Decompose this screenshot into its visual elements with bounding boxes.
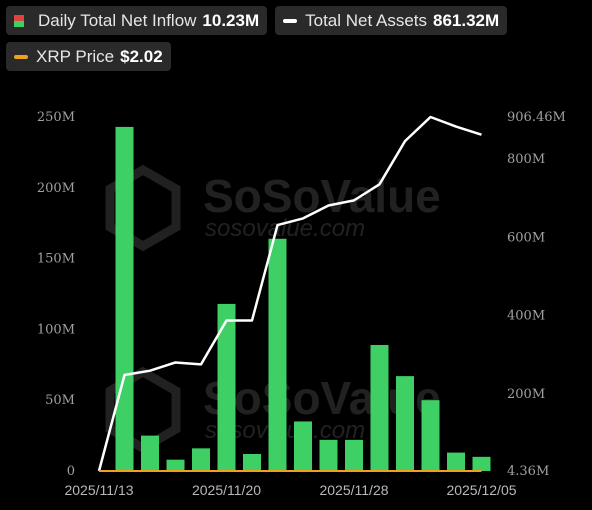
right-tick-label: 4.36M (507, 464, 549, 479)
bar (166, 459, 185, 471)
bar (192, 448, 210, 471)
right-tick-label: 200M (507, 387, 545, 402)
bar (141, 435, 159, 471)
line-series (97, 115, 482, 472)
left-axis: 0 50M 100M 150M 200M 250M (37, 110, 75, 479)
bar (115, 126, 134, 472)
legend-row-top: Daily Total Net Inflow 10.23M Total Net … (6, 6, 508, 35)
bar (447, 452, 465, 471)
right-tick-label: 600M (507, 230, 545, 245)
watermark-brand: SoSoValue (203, 170, 441, 222)
bar (421, 400, 440, 471)
x-tick-label: 2025/11/28 (319, 482, 388, 498)
x-tick-label: 2025/12/05 (446, 482, 516, 498)
legend-price[interactable]: XRP Price $2.02 (6, 42, 171, 71)
bar (396, 376, 414, 471)
x-tick-label: 2025/11/20 (192, 482, 261, 498)
legend-price-value: $2.02 (120, 46, 163, 66)
bar (217, 303, 236, 471)
legend-assets-label: Total Net Assets (305, 10, 428, 30)
bar-series (115, 126, 491, 472)
price-swatch-icon (14, 54, 28, 59)
legend-assets[interactable]: Total Net Assets 861.32M (275, 6, 508, 35)
bar (345, 439, 363, 471)
left-tick-label: 100M (37, 322, 75, 337)
right-tick-label: 906.46M (507, 110, 566, 125)
assets-swatch-icon (283, 18, 298, 23)
right-axis: 4.36M 200M 400M 600M 800M 906.46M (507, 110, 566, 479)
legend-inflow-label: Daily Total Net Inflow (38, 10, 197, 30)
left-tick-label: 200M (37, 181, 75, 196)
left-tick-label: 0 (67, 464, 75, 479)
watermark-url: sosovalue.com (205, 215, 365, 242)
legend-inflow[interactable]: Daily Total Net Inflow 10.23M (6, 6, 268, 35)
bar (370, 344, 389, 471)
net-assets-line (97, 115, 482, 472)
right-tick-label: 800M (507, 152, 545, 167)
legend-row-bottom: XRP Price $2.02 (6, 42, 171, 71)
watermark-logo-icon (105, 164, 181, 252)
bar (319, 439, 338, 471)
right-tick-label: 400M (507, 309, 545, 324)
legend-price-label: XRP Price (36, 46, 115, 66)
left-tick-label: 150M (37, 252, 75, 267)
left-tick-label: 50M (45, 393, 75, 408)
bar (243, 454, 261, 471)
left-tick-label: 250M (37, 110, 75, 125)
legend-inflow-value: 10.23M (202, 10, 260, 30)
x-tick-label: 2025/11/13 (64, 482, 133, 498)
bar (472, 456, 491, 471)
x-axis: 2025/11/13 2025/11/20 2025/11/28 2025/12/05 (64, 482, 516, 498)
legend-assets-value: 861.32M (433, 10, 500, 30)
bar (268, 238, 287, 471)
inflow-swatch-icon (14, 14, 24, 27)
bar (294, 421, 312, 471)
